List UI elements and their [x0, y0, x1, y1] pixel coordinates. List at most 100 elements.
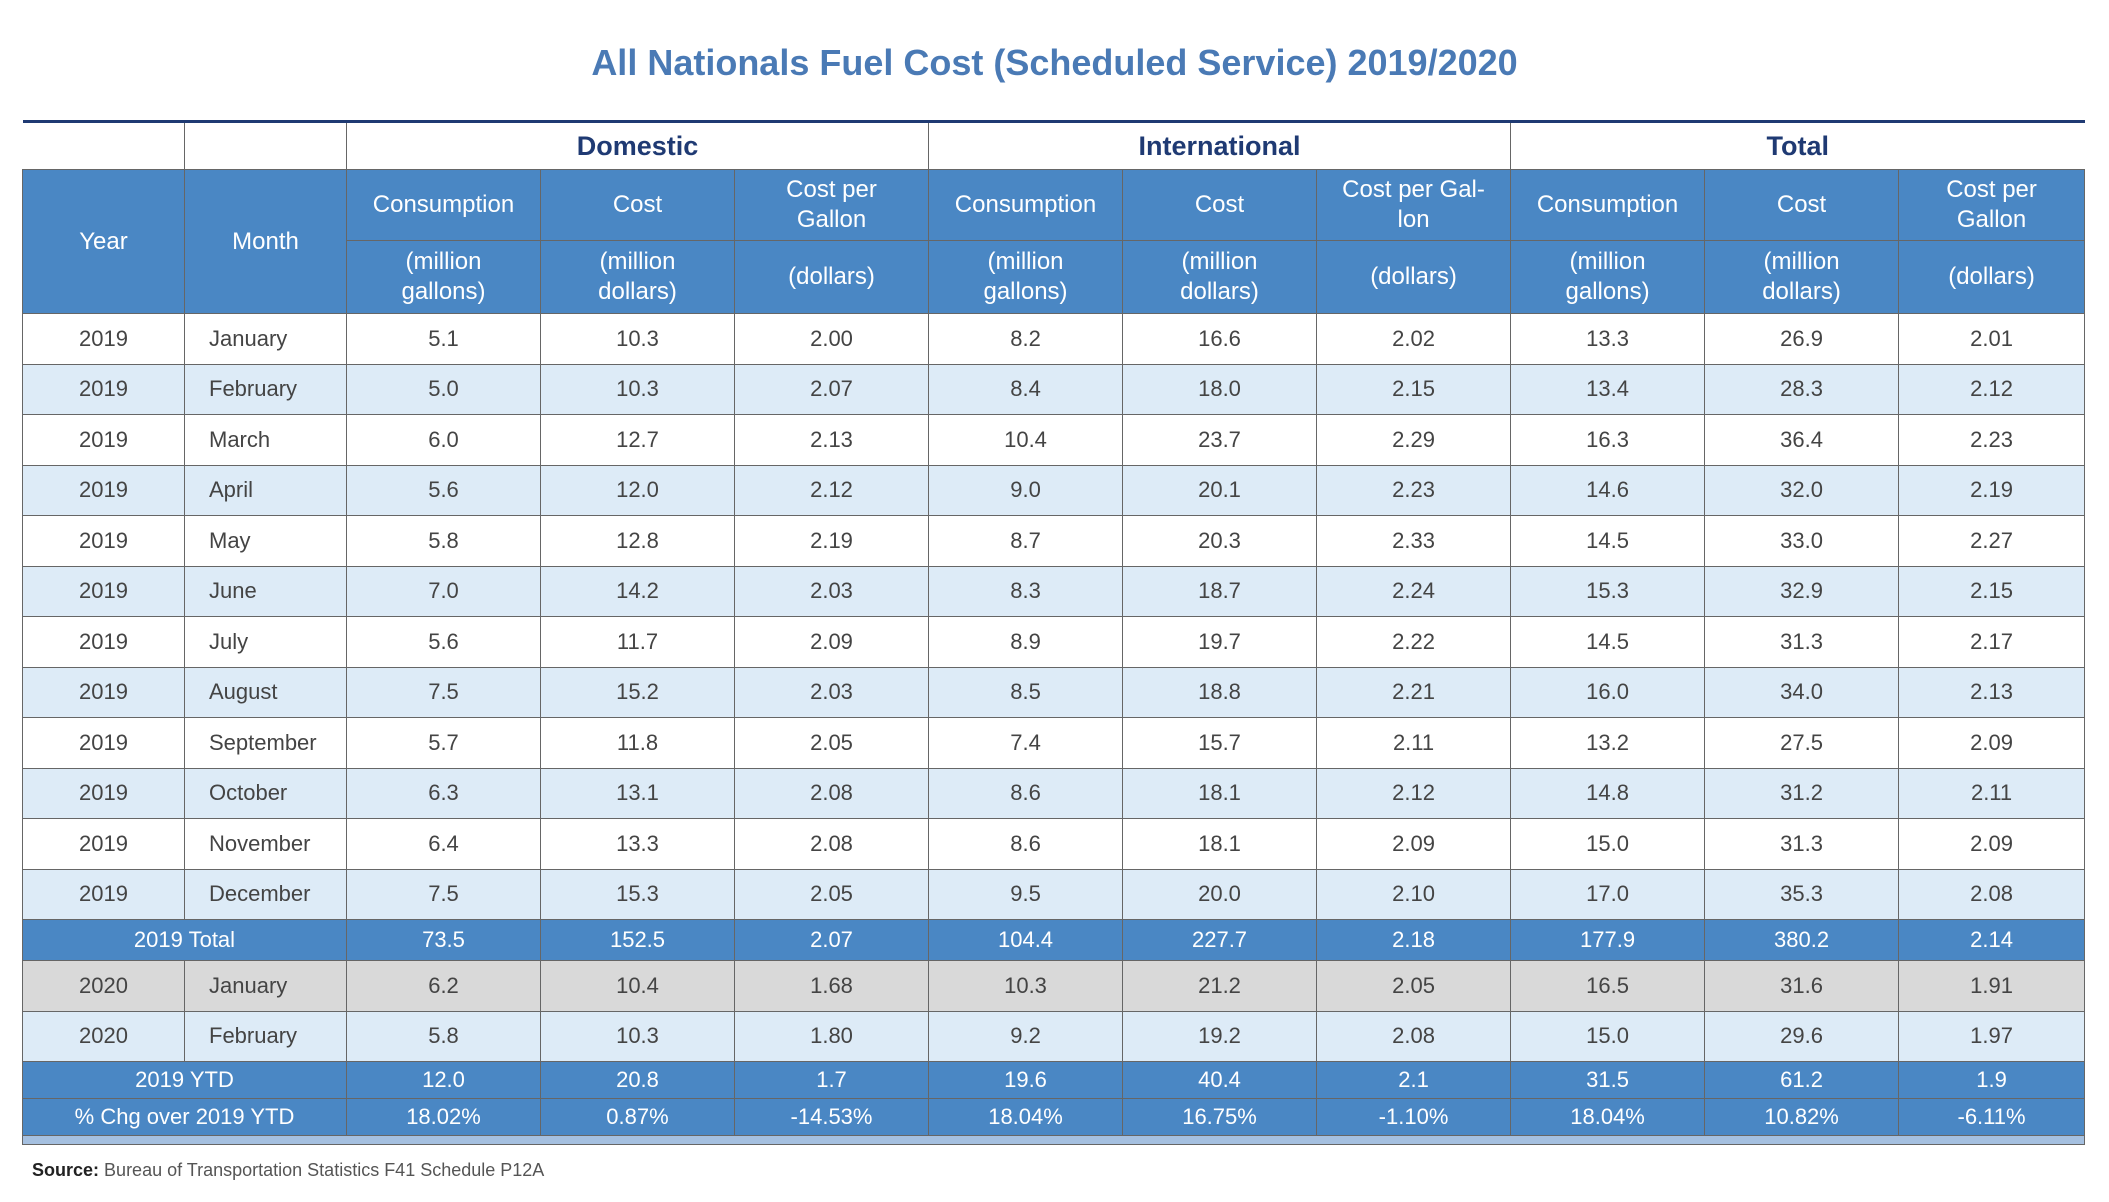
cell: 17.0 [1510, 868, 1706, 920]
cell: 1.80 [733, 1010, 930, 1062]
table-row: 2019 August 7.5 15.2 2.03 8.5 18.8 2.21 16.0 34.0… [22, 666, 2086, 718]
cell-year: 2019 [22, 414, 185, 466]
header-intl-consumption: Consumption [928, 169, 1124, 241]
cell: 2.09 [1898, 818, 2086, 870]
cell: 2.14 [1898, 919, 2086, 961]
cell: 32.9 [1704, 565, 1900, 617]
cell: 2.18 [1316, 919, 1512, 961]
cell: 13.2 [1510, 717, 1706, 769]
cell: 2.19 [733, 515, 930, 567]
cell: 2.03 [733, 666, 930, 718]
cell: 2.19 [1898, 464, 2086, 516]
unit-domestic-consumption: (million gallons) [346, 240, 541, 314]
cell-year: 2019 [22, 767, 185, 819]
cell: 227.7 [1122, 919, 1318, 961]
cell: 2.10 [1316, 868, 1512, 920]
fuel-cost-table-wrapper: Domestic International Total Year Month … [21, 120, 2086, 1145]
cell: 18.02% [346, 1098, 541, 1136]
cell: 8.6 [928, 818, 1124, 870]
cell-month: March [184, 414, 347, 466]
cell: 9.5 [928, 868, 1124, 920]
unit-total-consumption: (million gallons) [1510, 240, 1706, 314]
cell: 19.7 [1122, 616, 1318, 668]
cell: 40.4 [1122, 1061, 1318, 1099]
cell: 2.03 [733, 565, 930, 617]
header-domestic-cost: Cost [540, 169, 735, 241]
cell: 33.0 [1704, 515, 1900, 567]
cell: 12.0 [346, 1061, 541, 1099]
cell: 11.7 [540, 616, 735, 668]
header-month: Month [184, 169, 347, 314]
cell: 2.15 [1898, 565, 2086, 617]
cell: 15.0 [1510, 1010, 1706, 1062]
pct-change-row: % Chg over 2019 YTD 18.02% 0.87% -14.53%… [22, 1098, 2086, 1136]
cell: 31.6 [1704, 960, 1900, 1012]
cell: 16.5 [1510, 960, 1706, 1012]
cell: 2.12 [733, 464, 930, 516]
cell-month: November [184, 818, 347, 870]
cell: 16.0 [1510, 666, 1706, 718]
cell: 177.9 [1510, 919, 1706, 961]
header-domestic-cpg: Cost per Gallon [733, 169, 930, 241]
cell: 34.0 [1704, 666, 1900, 718]
total-2019-row: 2019 Total 73.5 152.5 2.07 104.4 227.7 2… [22, 919, 2086, 961]
unit-header-row: (million gallons) (million dollars) (dol… [23, 240, 2086, 314]
cell: 8.6 [928, 767, 1124, 819]
cell-year: 2019 [22, 717, 185, 769]
cell: 16.3 [1510, 414, 1706, 466]
cell: 7.0 [346, 565, 541, 617]
cell: 14.5 [1510, 616, 1706, 668]
cell-month: September [184, 717, 347, 769]
unit-total-cpg: (dollars) [1898, 240, 2086, 314]
cell: 15.3 [540, 868, 735, 920]
cell: 36.4 [1704, 414, 1900, 466]
cell-year: 2019 [22, 565, 185, 617]
unit-intl-cpg: (dollars) [1316, 240, 1512, 314]
cell-year: 2019 [22, 868, 185, 920]
cell: 2.17 [1898, 616, 2086, 668]
source-note: Source: Bureau of Transportation Statist… [32, 1160, 544, 1181]
table-row: 2020 February 5.8 10.3 1.80 9.2 19.2 2.08 15.0 29… [22, 1010, 2086, 1062]
cell-month: June [184, 565, 347, 617]
cell: 16.75% [1122, 1098, 1318, 1136]
table-row: 2019 September 5.7 11.8 2.05 7.4 15.7 2.11 13.2 2… [22, 717, 2086, 769]
cell: 73.5 [346, 919, 541, 961]
cell-month: January [184, 960, 347, 1012]
cell: 14.6 [1510, 464, 1706, 516]
cell: 16.6 [1122, 313, 1318, 365]
cell: 28.3 [1704, 363, 1900, 415]
cell: 13.3 [1510, 313, 1706, 365]
cell-year: 2020 [22, 1010, 185, 1062]
cell: 26.9 [1704, 313, 1900, 365]
cell-month: December [184, 868, 347, 920]
group-blank-year [22, 120, 185, 170]
cell: 18.1 [1122, 818, 1318, 870]
cell: 10.82% [1704, 1098, 1900, 1136]
cell: 5.1 [346, 313, 541, 365]
cell: 32.0 [1704, 464, 1900, 516]
cell: 1.7 [733, 1061, 930, 1099]
cell: 12.8 [540, 515, 735, 567]
cell: 2.09 [1898, 717, 2086, 769]
cell-year: 2019 [22, 666, 185, 718]
cell: 2.08 [1898, 868, 2086, 920]
ytd-2019-row: 2019 YTD 12.0 20.8 1.7 19.6 40.4 2.1 31.… [22, 1061, 2086, 1099]
cell: 6.3 [346, 767, 541, 819]
cell: 6.2 [346, 960, 541, 1012]
cell: -6.11% [1898, 1098, 2086, 1136]
cell: 6.4 [346, 818, 541, 870]
cell: 31.2 [1704, 767, 1900, 819]
cell: 2.07 [733, 363, 930, 415]
cell: 13.4 [1510, 363, 1706, 415]
cell-year: 2019 [22, 616, 185, 668]
cell: 1.68 [733, 960, 930, 1012]
cell: 2.01 [1898, 313, 2086, 365]
cell: 2.08 [1316, 1010, 1512, 1062]
cell: 2.08 [733, 767, 930, 819]
cell: 2.33 [1316, 515, 1512, 567]
unit-domestic-cost: (million dollars) [540, 240, 735, 314]
cell: 12.7 [540, 414, 735, 466]
source-text: Bureau of Transportation Statistics F41 … [104, 1160, 545, 1180]
cell: 31.3 [1704, 616, 1900, 668]
table-row: 2019 October 6.3 13.1 2.08 8.6 18.1 2.12 14.8 31.… [22, 767, 2086, 819]
